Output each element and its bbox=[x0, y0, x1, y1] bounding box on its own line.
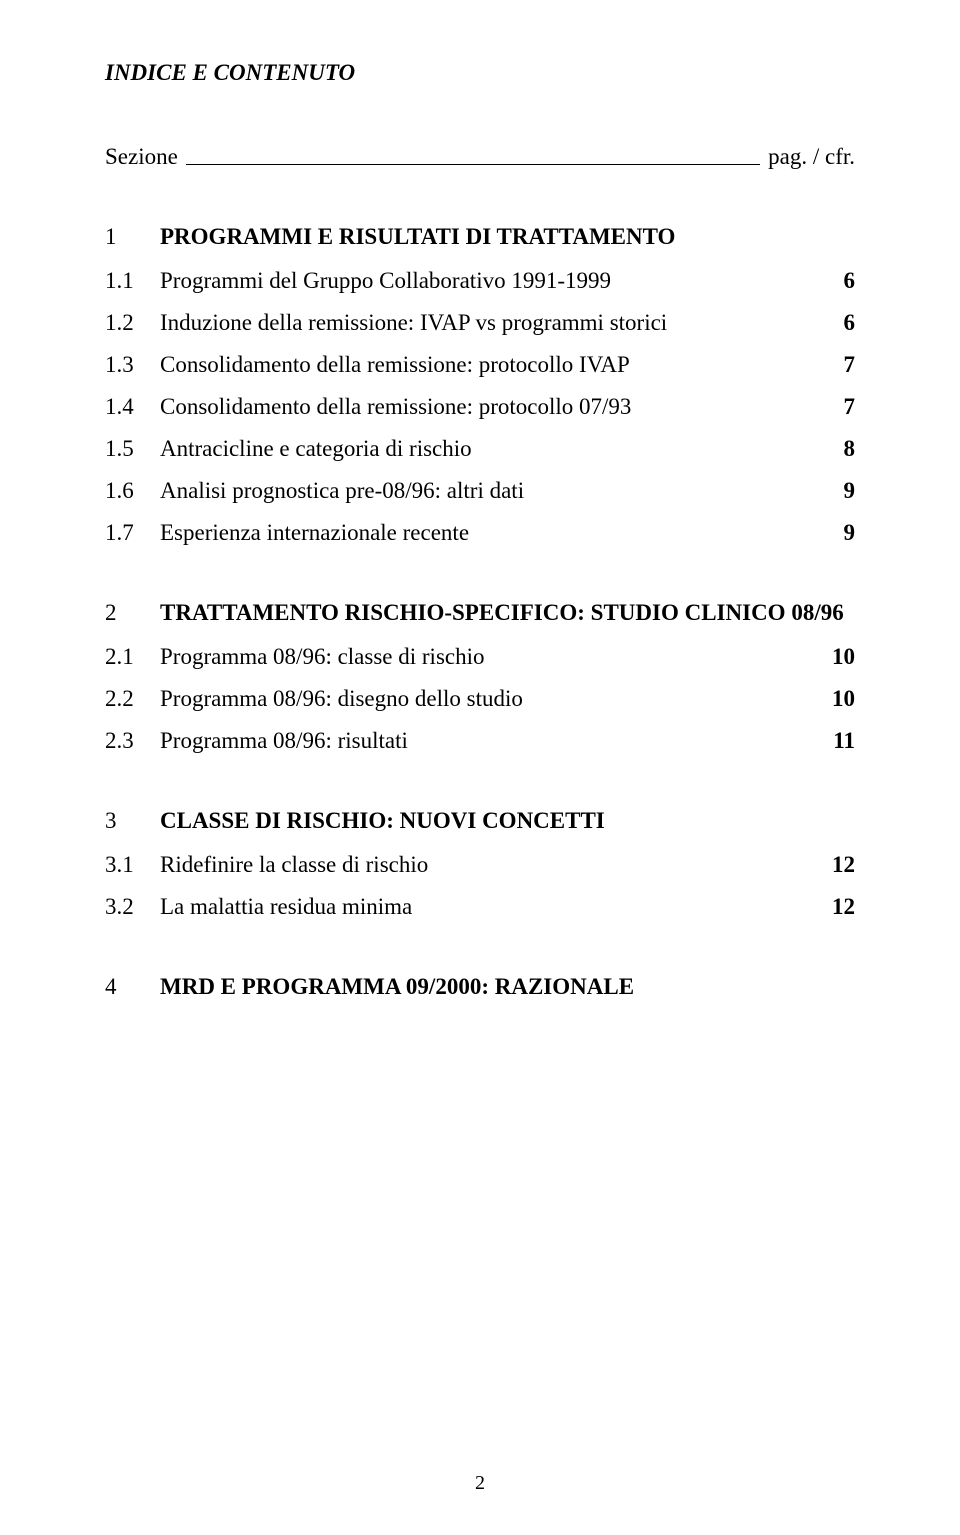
item-text: La malattia residua minima bbox=[160, 894, 815, 920]
item-number: 1.7 bbox=[105, 520, 160, 546]
item-page: 7 bbox=[815, 352, 855, 378]
toc-item: 1.4Consolidamento della remissione: prot… bbox=[105, 394, 855, 420]
item-text: Consolidamento della remissione: protoco… bbox=[160, 394, 815, 420]
section-title: TRATTAMENTO RISCHIO-SPECIFICO: STUDIO CL… bbox=[160, 600, 855, 626]
section-title: PROGRAMMI E RISULTATI DI TRATTAMENTO bbox=[160, 224, 855, 250]
item-page: 6 bbox=[815, 268, 855, 294]
toc-item: 2.2Programma 08/96: disegno dello studio… bbox=[105, 686, 855, 712]
item-page: 6 bbox=[815, 310, 855, 336]
item-number: 2.1 bbox=[105, 644, 160, 670]
toc-item: 1.2Induzione della remissione: IVAP vs p… bbox=[105, 310, 855, 336]
section-number: 2 bbox=[105, 600, 160, 626]
item-number: 2.2 bbox=[105, 686, 160, 712]
header-right-label: pag. / cfr. bbox=[768, 144, 855, 170]
toc-item: 3.1Ridefinire la classe di rischio12 bbox=[105, 852, 855, 878]
item-page: 11 bbox=[815, 728, 855, 754]
item-text: Ridefinire la classe di rischio bbox=[160, 852, 815, 878]
item-page: 7 bbox=[815, 394, 855, 420]
item-page: 10 bbox=[815, 686, 855, 712]
item-text: Analisi prognostica pre-08/96: altri dat… bbox=[160, 478, 815, 504]
item-page: 9 bbox=[815, 520, 855, 546]
toc-section: 3CLASSE DI RISCHIO: NUOVI CONCETTI3.1Rid… bbox=[105, 808, 855, 920]
toc-item: 2.1Programma 08/96: classe di rischio10 bbox=[105, 644, 855, 670]
item-text: Programma 08/96: classe di rischio bbox=[160, 644, 815, 670]
item-text: Consolidamento della remissione: protoco… bbox=[160, 352, 815, 378]
section-heading: 2TRATTAMENTO RISCHIO-SPECIFICO: STUDIO C… bbox=[105, 600, 855, 626]
page-number: 2 bbox=[0, 1472, 960, 1495]
item-page: 8 bbox=[815, 436, 855, 462]
toc-item: 3.2La malattia residua minima12 bbox=[105, 894, 855, 920]
toc-item: 1.7Esperienza internazionale recente9 bbox=[105, 520, 855, 546]
section-title: MRD E PROGRAMMA 09/2000: RAZIONALE bbox=[160, 974, 855, 1000]
item-page: 12 bbox=[815, 852, 855, 878]
item-text: Induzione della remissione: IVAP vs prog… bbox=[160, 310, 815, 336]
toc-item: 1.6Analisi prognostica pre-08/96: altri … bbox=[105, 478, 855, 504]
item-number: 3.1 bbox=[105, 852, 160, 878]
toc-item: 1.1Programmi del Gruppo Collaborativo 19… bbox=[105, 268, 855, 294]
item-page: 12 bbox=[815, 894, 855, 920]
section-number: 1 bbox=[105, 224, 160, 250]
section-heading: 3CLASSE DI RISCHIO: NUOVI CONCETTI bbox=[105, 808, 855, 834]
toc-section: 4MRD E PROGRAMMA 09/2000: RAZIONALE bbox=[105, 974, 855, 1000]
section-number: 3 bbox=[105, 808, 160, 834]
toc-item: 1.3Consolidamento della remissione: prot… bbox=[105, 352, 855, 378]
item-page: 10 bbox=[815, 644, 855, 670]
section-heading: 1PROGRAMMI E RISULTATI DI TRATTAMENTO bbox=[105, 224, 855, 250]
sections-container: 1PROGRAMMI E RISULTATI DI TRATTAMENTO1.1… bbox=[105, 224, 855, 1000]
item-number: 1.2 bbox=[105, 310, 160, 336]
section-title: CLASSE DI RISCHIO: NUOVI CONCETTI bbox=[160, 808, 855, 834]
item-text: Esperienza internazionale recente bbox=[160, 520, 815, 546]
document-title: INDICE E CONTENUTO bbox=[105, 60, 855, 86]
item-page: 9 bbox=[815, 478, 855, 504]
toc-item: 1.5Antracicline e categoria di rischio8 bbox=[105, 436, 855, 462]
item-text: Programmi del Gruppo Collaborativo 1991-… bbox=[160, 268, 815, 294]
header-underline bbox=[186, 144, 760, 165]
header-left-label: Sezione bbox=[105, 144, 178, 170]
toc-section: 1PROGRAMMI E RISULTATI DI TRATTAMENTO1.1… bbox=[105, 224, 855, 546]
toc-header: Sezione pag. / cfr. bbox=[105, 144, 855, 170]
item-text: Programma 08/96: disegno dello studio bbox=[160, 686, 815, 712]
item-number: 1.1 bbox=[105, 268, 160, 294]
item-text: Antracicline e categoria di rischio bbox=[160, 436, 815, 462]
toc-section: 2TRATTAMENTO RISCHIO-SPECIFICO: STUDIO C… bbox=[105, 600, 855, 754]
item-number: 2.3 bbox=[105, 728, 160, 754]
section-number: 4 bbox=[105, 974, 160, 1000]
item-number: 1.4 bbox=[105, 394, 160, 420]
item-number: 3.2 bbox=[105, 894, 160, 920]
item-number: 1.3 bbox=[105, 352, 160, 378]
item-number: 1.5 bbox=[105, 436, 160, 462]
item-text: Programma 08/96: risultati bbox=[160, 728, 815, 754]
item-number: 1.6 bbox=[105, 478, 160, 504]
section-heading: 4MRD E PROGRAMMA 09/2000: RAZIONALE bbox=[105, 974, 855, 1000]
toc-item: 2.3Programma 08/96: risultati11 bbox=[105, 728, 855, 754]
